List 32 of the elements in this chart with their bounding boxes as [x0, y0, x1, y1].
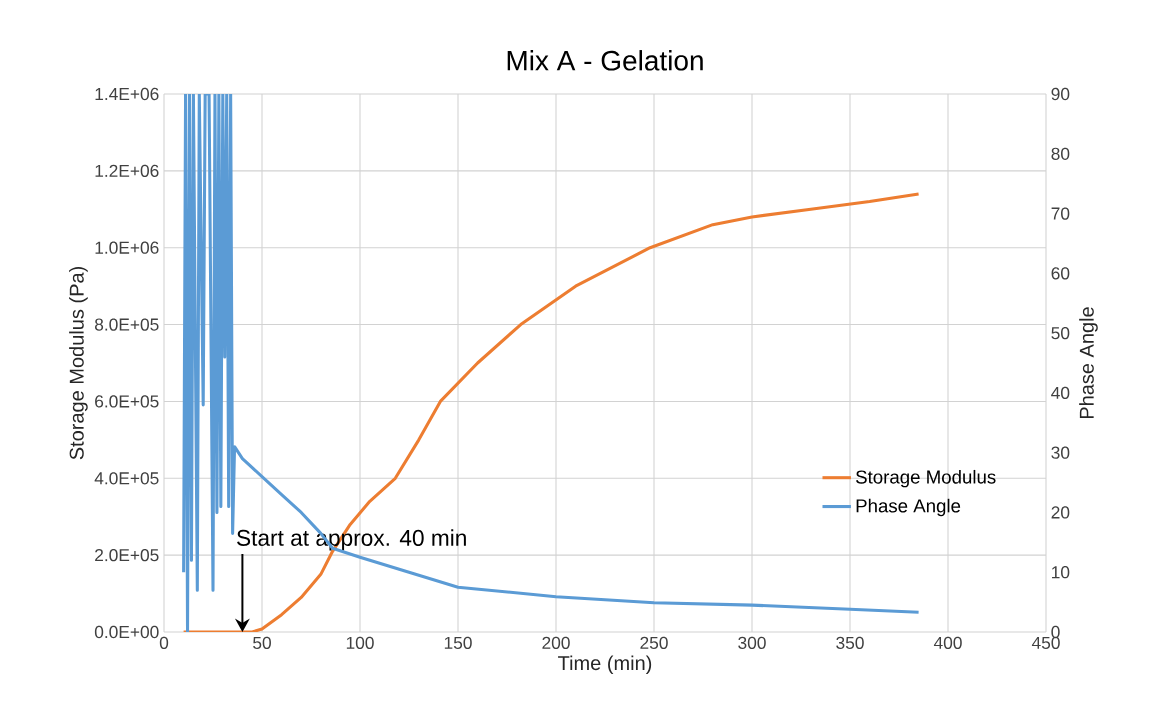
x-tick-label: 100 [346, 636, 374, 649]
y2-tick-label: 80 [1051, 147, 1070, 160]
x-axis-title: Time (min) [558, 655, 652, 675]
y2-tick-label: 30 [1051, 446, 1070, 459]
y-tick-label: 1.4E+06 [95, 87, 159, 101]
y2-axis-title: Phase Angle [1079, 307, 1098, 419]
y2-tick-label: 10 [1052, 566, 1070, 579]
legend-label: Storage Modulus [856, 469, 996, 488]
x-tick-label: 250 [640, 636, 668, 649]
x-tick-label: 0 [159, 636, 169, 649]
y2-tick-label: 90 [1051, 87, 1070, 101]
y2-tick-label: 60 [1051, 267, 1070, 280]
y2-tick-label: 20 [1051, 506, 1070, 519]
x-tick-label: 200 [542, 636, 570, 649]
chart-title: Mix A - Gelation [507, 50, 703, 71]
y-tick-label: 1.2E+06 [95, 164, 159, 177]
x-tick-label: 300 [738, 636, 766, 649]
y-tick-label: 8.0E+05 [94, 318, 159, 331]
y-tick-label: 6.0E+05 [95, 395, 159, 408]
y-tick-label: 1.0E+06 [95, 241, 159, 254]
y-tick-label: 2.0E+05 [95, 549, 159, 562]
x-tick-label: 350 [836, 636, 864, 649]
y2-tick-label: 40 [1051, 386, 1070, 400]
x-tick-label: 400 [933, 636, 962, 649]
y2-tick-label: 70 [1051, 207, 1070, 220]
y-axis-title: Storage Modulus (Pa) [69, 267, 88, 460]
y-tick-label: 4.0E+05 [94, 472, 159, 485]
y2-tick-label: 50 [1051, 326, 1070, 340]
legend-label: Phase Angle [856, 498, 961, 517]
x-tick-label: 150 [444, 636, 472, 649]
x-tick-label: 50 [253, 636, 271, 649]
y-tick-label: 0.0E+00 [94, 625, 159, 639]
